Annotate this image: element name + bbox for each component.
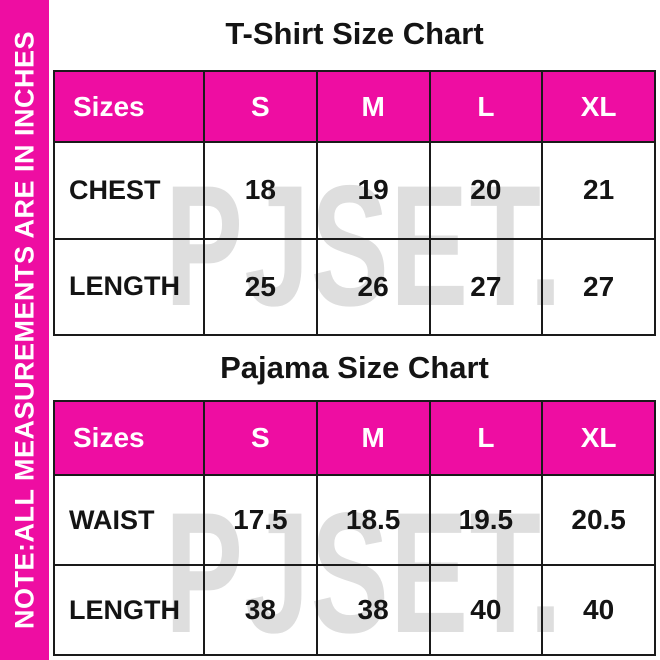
- pajama-header-sizes: Sizes: [53, 400, 205, 476]
- tshirt-chest-m: 19: [315, 141, 431, 240]
- pajama-waist-row: WAIST 17.5 18.5 19.5 20.5: [53, 474, 656, 566]
- tshirt-chest-row: CHEST 18 19 20 21: [53, 141, 656, 240]
- pajama-waist-m: 18.5: [315, 474, 431, 566]
- pajama-waist-xl: 20.5: [541, 474, 656, 566]
- tshirt-length-row: LENGTH 25 26 27 27: [53, 237, 656, 336]
- tshirt-chest-label: CHEST: [53, 141, 205, 240]
- tshirt-header-sizes: Sizes: [53, 70, 205, 143]
- pajama-length-row: LENGTH 38 38 40 40: [53, 564, 656, 656]
- pajama-waist-s: 17.5: [203, 474, 318, 566]
- tshirt-header-s: S: [203, 70, 318, 143]
- tshirt-length-label: LENGTH: [53, 237, 205, 336]
- tshirt-length-m: 26: [315, 237, 431, 336]
- tshirt-chest-xl: 21: [541, 141, 656, 240]
- tshirt-chart-title: T-Shirt Size Chart: [225, 16, 484, 51]
- tshirt-size-table: Sizes S M L XL CHEST 18 19 20 21 LENGTH …: [53, 70, 656, 336]
- pajama-length-m: 38: [315, 564, 431, 656]
- tshirt-header-m: M: [315, 70, 431, 143]
- pajama-waist-l: 19.5: [428, 474, 544, 566]
- pajama-length-xl: 40: [541, 564, 656, 656]
- pajama-length-l: 40: [428, 564, 544, 656]
- pajama-chart-title: Pajama Size Chart: [220, 350, 489, 385]
- tshirt-table-header-row: Sizes S M L XL: [53, 70, 656, 143]
- tshirt-chest-s: 18: [203, 141, 318, 240]
- tshirt-header-l: L: [428, 70, 544, 143]
- pajama-size-table: Sizes S M L XL WAIST 17.5 18.5 19.5 20.5…: [53, 400, 656, 656]
- pajama-header-s: S: [203, 400, 318, 476]
- tshirt-chest-l: 20: [428, 141, 544, 240]
- pajama-length-label: LENGTH: [53, 564, 205, 656]
- pajama-table-header-row: Sizes S M L XL: [53, 400, 656, 476]
- pajama-header-xl: XL: [541, 400, 656, 476]
- pajama-length-s: 38: [203, 564, 318, 656]
- tshirt-length-s: 25: [203, 237, 318, 336]
- pajama-header-l: L: [428, 400, 544, 476]
- measurement-note-text: NOTE:ALL MEASUREMENTS ARE IN INCHES: [9, 30, 39, 630]
- measurement-note-sidebar: NOTE:ALL MEASUREMENTS ARE IN INCHES: [0, 0, 49, 660]
- tshirt-length-xl: 27: [541, 237, 656, 336]
- pajama-waist-label: WAIST: [53, 474, 205, 566]
- pajama-header-m: M: [315, 400, 431, 476]
- tshirt-header-xl: XL: [541, 70, 656, 143]
- tshirt-length-l: 27: [428, 237, 544, 336]
